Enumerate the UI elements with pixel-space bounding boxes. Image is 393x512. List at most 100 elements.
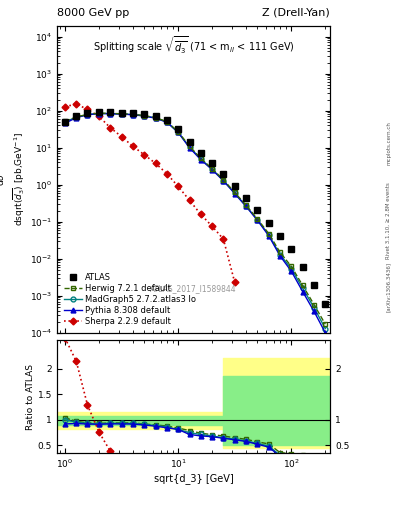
Line: ATLAS: ATLAS: [62, 109, 329, 307]
ATLAS: [142, 111, 147, 117]
MadGraph5 2.7.2.atlas3 lo: [119, 111, 124, 117]
MadGraph5 2.7.2.atlas3 lo: [97, 110, 101, 116]
Herwig 7.2.1 default: [255, 216, 260, 222]
Herwig 7.2.1 default: [210, 166, 215, 172]
ATLAS: [300, 264, 305, 270]
MadGraph5 2.7.2.atlas3 lo: [176, 130, 180, 136]
Herwig 7.2.1 default: [244, 202, 248, 208]
Sherpa 2.2.9 default: [130, 143, 135, 150]
MadGraph5 2.7.2.atlas3 lo: [142, 113, 147, 119]
MadGraph5 2.7.2.atlas3 lo: [108, 111, 112, 117]
Pythia 8.308 default: [198, 157, 203, 163]
Line: MadGraph5 2.7.2.atlas3 lo: MadGraph5 2.7.2.atlas3 lo: [62, 111, 328, 331]
ATLAS: [244, 195, 248, 201]
Sherpa 2.2.9 default: [142, 152, 147, 158]
Sherpa 2.2.9 default: [221, 236, 226, 242]
Pythia 8.308 default: [85, 112, 90, 118]
ATLAS: [210, 160, 215, 166]
ATLAS: [221, 170, 226, 177]
MadGraph5 2.7.2.atlas3 lo: [187, 144, 192, 150]
ATLAS: [130, 110, 135, 116]
Pythia 8.308 default: [323, 330, 328, 336]
MadGraph5 2.7.2.atlas3 lo: [278, 251, 283, 258]
ATLAS: [187, 139, 192, 145]
Pythia 8.308 default: [130, 112, 135, 118]
Herwig 7.2.1 default: [300, 283, 305, 289]
MadGraph5 2.7.2.atlas3 lo: [153, 115, 158, 121]
Y-axis label: d$\sigma$
dsqrt($\overline{d_3}$) [pb,GeV$^{-1}$]: d$\sigma$ dsqrt($\overline{d_3}$) [pb,Ge…: [0, 132, 27, 226]
Pythia 8.308 default: [255, 217, 260, 223]
Herwig 7.2.1 default: [221, 177, 226, 183]
ATLAS: [74, 114, 79, 120]
Herwig 7.2.1 default: [85, 111, 90, 117]
Sherpa 2.2.9 default: [198, 211, 203, 217]
MadGraph5 2.7.2.atlas3 lo: [85, 112, 90, 118]
Pythia 8.308 default: [221, 178, 226, 184]
Text: Z (Drell-Yan): Z (Drell-Yan): [263, 8, 330, 18]
MadGraph5 2.7.2.atlas3 lo: [221, 178, 226, 184]
Legend: ATLAS, Herwig 7.2.1 default, MadGraph5 2.7.2.atlas3 lo, Pythia 8.308 default, Sh: ATLAS, Herwig 7.2.1 default, MadGraph5 2…: [61, 270, 199, 329]
Sherpa 2.2.9 default: [210, 223, 215, 229]
Herwig 7.2.1 default: [176, 129, 180, 135]
MadGraph5 2.7.2.atlas3 lo: [210, 166, 215, 173]
Y-axis label: Ratio to ATLAS: Ratio to ATLAS: [26, 364, 35, 430]
Text: 8000 GeV pp: 8000 GeV pp: [57, 8, 129, 18]
Pythia 8.308 default: [176, 130, 180, 136]
Pythia 8.308 default: [187, 145, 192, 151]
Sherpa 2.2.9 default: [108, 124, 112, 131]
ATLAS: [232, 182, 237, 188]
Text: [arXiv:1306.3436]: [arXiv:1306.3436]: [386, 262, 391, 312]
Line: Herwig 7.2.1 default: Herwig 7.2.1 default: [62, 111, 328, 327]
Pythia 8.308 default: [244, 203, 248, 209]
Herwig 7.2.1 default: [312, 302, 316, 308]
Sherpa 2.2.9 default: [153, 160, 158, 166]
Text: mcplots.cern.ch: mcplots.cern.ch: [386, 121, 391, 165]
ATLAS: [312, 282, 316, 288]
MadGraph5 2.7.2.atlas3 lo: [266, 232, 271, 238]
Text: Splitting scale $\sqrt{\overline{d_3}}$ (71 < m$_{ll}$ < 111 GeV): Splitting scale $\sqrt{\overline{d_3}}$ …: [93, 35, 294, 56]
MadGraph5 2.7.2.atlas3 lo: [198, 156, 203, 162]
Pythia 8.308 default: [74, 115, 79, 121]
Pythia 8.308 default: [108, 111, 112, 117]
Herwig 7.2.1 default: [164, 118, 169, 124]
Herwig 7.2.1 default: [62, 118, 67, 124]
Herwig 7.2.1 default: [74, 114, 79, 120]
MadGraph5 2.7.2.atlas3 lo: [312, 305, 316, 311]
MadGraph5 2.7.2.atlas3 lo: [130, 112, 135, 118]
MadGraph5 2.7.2.atlas3 lo: [164, 119, 169, 125]
Herwig 7.2.1 default: [97, 110, 101, 116]
ATLAS: [255, 207, 260, 213]
MadGraph5 2.7.2.atlas3 lo: [323, 326, 328, 332]
ATLAS: [289, 246, 294, 252]
ATLAS: [108, 110, 112, 116]
Herwig 7.2.1 default: [323, 321, 328, 327]
Sherpa 2.2.9 default: [232, 280, 237, 286]
Sherpa 2.2.9 default: [176, 183, 180, 189]
Pythia 8.308 default: [266, 232, 271, 239]
Pythia 8.308 default: [289, 268, 294, 274]
Sherpa 2.2.9 default: [74, 101, 79, 108]
Text: Rivet 3.1.10, ≥ 2.8M events: Rivet 3.1.10, ≥ 2.8M events: [386, 182, 391, 259]
MadGraph5 2.7.2.atlas3 lo: [289, 266, 294, 272]
Herwig 7.2.1 default: [232, 189, 237, 196]
Herwig 7.2.1 default: [153, 115, 158, 121]
ATLAS: [198, 151, 203, 157]
Pythia 8.308 default: [153, 115, 158, 121]
ATLAS: [176, 126, 180, 132]
Herwig 7.2.1 default: [289, 263, 294, 269]
Pythia 8.308 default: [119, 111, 124, 117]
Pythia 8.308 default: [210, 166, 215, 173]
Pythia 8.308 default: [164, 119, 169, 125]
Pythia 8.308 default: [97, 111, 101, 117]
Herwig 7.2.1 default: [198, 155, 203, 161]
Herwig 7.2.1 default: [108, 110, 112, 116]
Sherpa 2.2.9 default: [119, 134, 124, 140]
Sherpa 2.2.9 default: [85, 106, 90, 112]
Pythia 8.308 default: [278, 253, 283, 259]
Herwig 7.2.1 default: [130, 111, 135, 117]
Sherpa 2.2.9 default: [187, 197, 192, 203]
ATLAS: [164, 116, 169, 122]
Herwig 7.2.1 default: [119, 111, 124, 117]
MadGraph5 2.7.2.atlas3 lo: [300, 285, 305, 291]
ATLAS: [153, 113, 158, 119]
